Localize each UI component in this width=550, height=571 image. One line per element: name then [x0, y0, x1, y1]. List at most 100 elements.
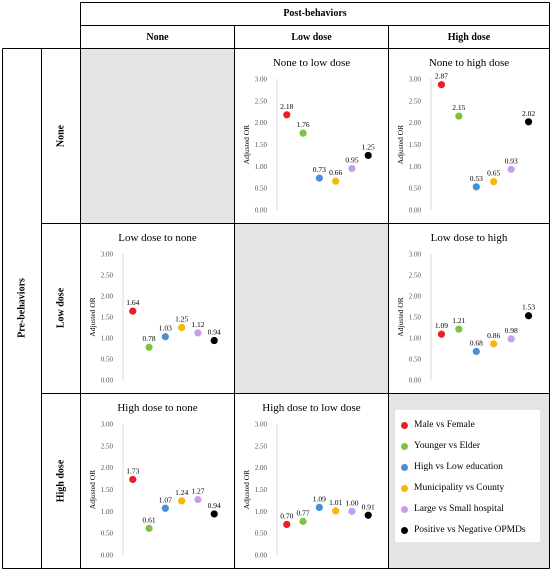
chart-title: High dose to low dose [262, 402, 361, 414]
y-tick-label: 0.00 [409, 207, 422, 215]
data-point [145, 524, 153, 532]
y-tick-label: 1.50 [101, 314, 114, 322]
y-tick-label: 2.00 [255, 119, 268, 127]
data-point [472, 347, 480, 356]
y-tick-label: 0.00 [101, 552, 114, 560]
data-label: 0.98 [505, 326, 518, 335]
chart-title: None to high dose [429, 57, 509, 69]
data-label: 2.15 [452, 103, 465, 112]
chart-background [239, 398, 384, 564]
y-tick-label: 0.50 [409, 185, 422, 193]
y-tick-label: 0.50 [255, 530, 268, 538]
data-label: 0.95 [345, 156, 358, 165]
data-point [332, 177, 340, 185]
legend-item-hospital: Large vs Small hospital [401, 501, 504, 517]
data-point [299, 517, 307, 525]
y-tick-label: 1.00 [409, 163, 422, 171]
data-label: 1.07 [159, 495, 172, 504]
y-tick-label: 2.00 [101, 464, 114, 472]
y-tick-label: 1.50 [255, 486, 268, 494]
data-label: 0.66 [329, 168, 342, 177]
y-tick-label: 2.00 [409, 293, 422, 301]
y-tick-label: 2.50 [409, 97, 422, 105]
y-tick-label: 2.00 [255, 464, 268, 472]
data-point [348, 164, 356, 173]
y-axis-label: Adjusted OR [396, 125, 405, 164]
data-label: 1.27 [191, 487, 204, 496]
legend-marker [401, 526, 408, 534]
chart-panel: Low dose to none 0.00 0.50 1.00 1.50 2.00 2.50… [85, 228, 230, 389]
data-label: 1.76 [297, 120, 310, 129]
data-label: 0.61 [143, 515, 156, 524]
data-label: 0.65 [487, 169, 500, 178]
data-label: 1.25 [362, 142, 375, 151]
y-tick-label: 2.50 [409, 272, 422, 280]
data-point [332, 507, 340, 515]
legend-marker [401, 484, 408, 492]
row-header-low-dose: Low dose [55, 287, 67, 329]
pre-behaviors-header: Pre-behaviors [16, 278, 28, 338]
legend-label: Younger vs Elder [414, 441, 481, 451]
y-axis-label: Adjusted OR [396, 297, 405, 336]
y-tick-label: 3.00 [409, 251, 422, 259]
y-axis-label: Adjusted OR [242, 125, 251, 164]
data-label: 1.73 [126, 466, 139, 475]
data-label: 2.18 [280, 102, 293, 111]
y-tick-label: 2.50 [101, 272, 114, 280]
chart-background [239, 53, 384, 219]
legend-item-male-vs-female: Male vs Female [401, 417, 475, 433]
data-point [437, 330, 446, 338]
data-label: 0.70 [280, 511, 293, 520]
data-point [364, 511, 372, 519]
data-label: 1.01 [329, 498, 342, 507]
y-tick-label: 1.00 [101, 335, 114, 343]
legend-marker [401, 442, 408, 450]
y-tick-label: 2.50 [101, 442, 114, 450]
data-point [194, 329, 202, 337]
data-point [437, 81, 446, 89]
legend-marker [401, 505, 408, 513]
data-label: 1.25 [175, 315, 188, 324]
legend-item-municipality: Municipality vs County [401, 480, 504, 496]
data-point [315, 503, 323, 512]
y-axis-label: Adjusted OR [242, 470, 251, 509]
legend-marker [401, 463, 408, 471]
empty-cell-low-low [235, 224, 388, 393]
data-point [524, 118, 533, 126]
y-tick-label: 3.00 [101, 421, 114, 429]
data-label: 1.00 [345, 498, 358, 507]
data-label: 2.02 [522, 109, 535, 118]
data-label: 1.12 [191, 320, 204, 329]
y-tick-label: 1.50 [409, 314, 422, 322]
chart-background [85, 398, 230, 564]
y-tick-label: 0.50 [101, 530, 114, 538]
data-point [490, 178, 498, 186]
data-point [472, 183, 480, 191]
data-point [210, 336, 218, 345]
y-tick-label: 3.00 [101, 251, 114, 259]
y-axis-label: Adjusted OR [88, 297, 97, 336]
y-tick-label: 0.00 [409, 377, 422, 385]
chart-panel: Low dose to high 0.00 0.50 1.00 1.50 2.00 2.50… [393, 228, 545, 389]
chart-panel: None to high dose 0.00 0.50 1.00 1.50 2.00 2.5… [393, 53, 545, 219]
legend-item-education: High vs Low education [401, 459, 503, 475]
legend-item-opmd: Positive vs Negative OPMDs [401, 522, 526, 538]
data-point [524, 312, 533, 320]
data-point [455, 112, 463, 120]
data-label: 0.91 [362, 502, 375, 511]
y-tick-label: 2.00 [101, 293, 114, 301]
legend-item-younger-vs-elder: Younger vs Elder [401, 438, 480, 454]
y-tick-label: 0.50 [101, 356, 114, 364]
data-label: 1.21 [452, 316, 465, 325]
data-label: 0.94 [208, 328, 221, 337]
chart-panel: High dose to low dose 0.00 0.50 1.00 1.50 2.0… [239, 398, 384, 564]
chart-panel: High dose to none 0.00 0.50 1.00 1.50 2.00 2.5… [85, 398, 230, 564]
chart-panel: None to low dose 0.00 0.50 1.00 1.50 2.00 2.50… [239, 53, 384, 219]
data-label: 1.64 [126, 298, 139, 307]
data-label: 0.86 [487, 331, 500, 340]
y-tick-label: 2.50 [255, 97, 268, 105]
data-point [210, 510, 218, 518]
data-point [507, 335, 515, 343]
data-point [161, 333, 169, 341]
y-tick-label: 1.50 [101, 486, 114, 494]
